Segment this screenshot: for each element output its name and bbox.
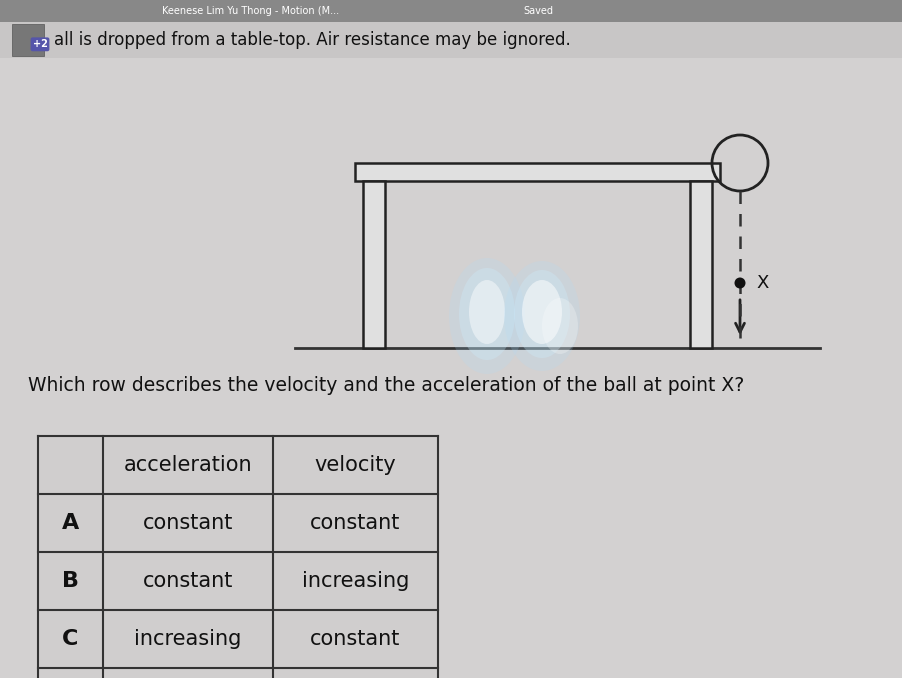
Ellipse shape [542, 298, 578, 354]
Bar [12, 24, 44, 56]
Text: acceleration: acceleration [124, 455, 253, 475]
Text: A: A [62, 513, 79, 533]
Bar [273, 610, 438, 668]
Text: constant: constant [310, 629, 400, 649]
Bar [273, 436, 438, 494]
Bar [0, 0, 902, 22]
Text: constant: constant [310, 513, 400, 533]
Bar [0, 22, 902, 58]
Ellipse shape [522, 280, 562, 344]
Bar [38, 494, 103, 552]
Bar [103, 668, 273, 678]
Text: increasing: increasing [302, 571, 410, 591]
Bar [273, 552, 438, 610]
Bar [690, 181, 712, 348]
Bar [38, 552, 103, 610]
Bar [273, 668, 438, 678]
Bar [103, 610, 273, 668]
Bar [38, 668, 103, 678]
Text: +2: +2 [32, 39, 48, 49]
Bar [355, 163, 720, 181]
Bar [103, 494, 273, 552]
Text: X: X [756, 274, 769, 292]
Bar [273, 494, 438, 552]
Ellipse shape [504, 261, 580, 371]
Text: velocity: velocity [315, 455, 396, 475]
Ellipse shape [514, 270, 570, 358]
Bar [38, 610, 103, 668]
Text: Which row describes the velocity and the acceleration of the ball at point X?: Which row describes the velocity and the… [28, 376, 744, 395]
Bar [38, 436, 103, 494]
Text: Saved: Saved [523, 6, 553, 16]
Ellipse shape [459, 268, 515, 360]
Bar [363, 181, 385, 348]
Text: constant: constant [143, 513, 234, 533]
Ellipse shape [449, 258, 525, 374]
Text: Keenese Lim Yu Thong - Motion (M...: Keenese Lim Yu Thong - Motion (M... [162, 6, 339, 16]
Bar [103, 552, 273, 610]
Text: increasing: increasing [134, 629, 242, 649]
Text: constant: constant [143, 571, 234, 591]
Bar [103, 436, 273, 494]
Text: all is dropped from a table-top. Air resistance may be ignored.: all is dropped from a table-top. Air res… [54, 31, 571, 49]
Circle shape [734, 277, 745, 289]
Text: B: B [62, 571, 79, 591]
Text: C: C [62, 629, 78, 649]
Ellipse shape [469, 280, 505, 344]
